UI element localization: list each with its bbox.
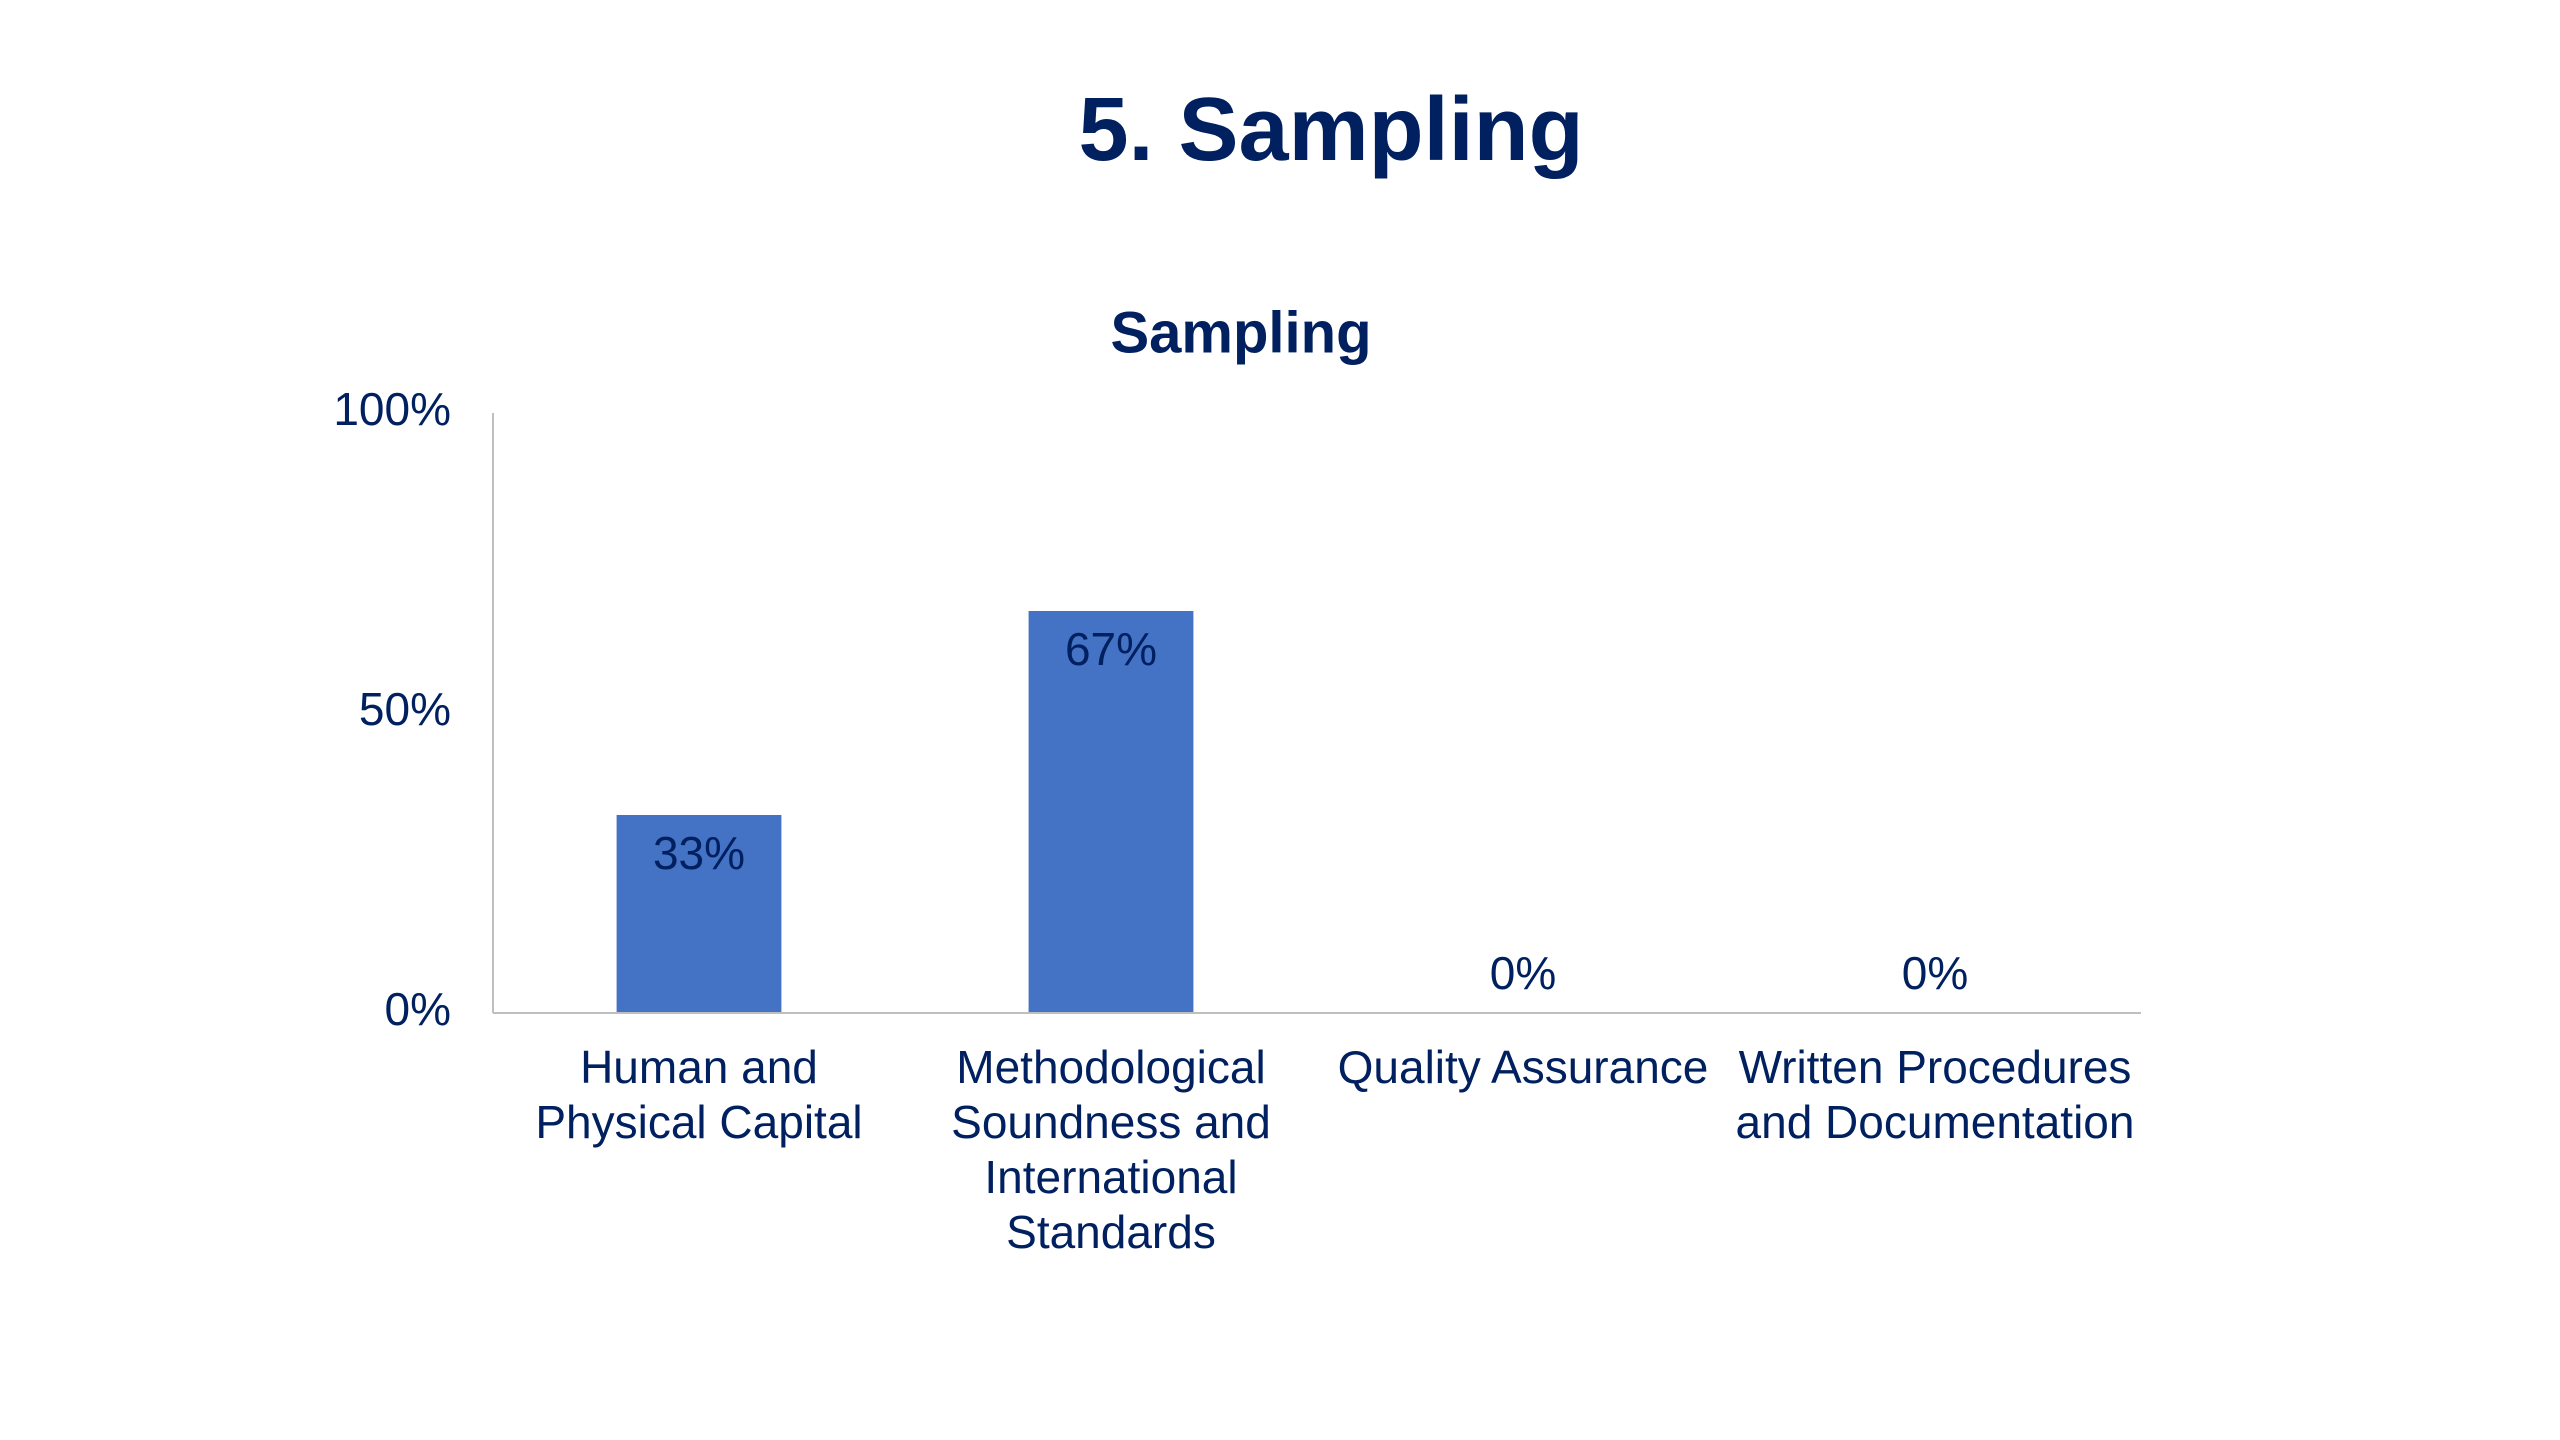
x-tick-label: Written Procedures and Documentation	[1735, 1041, 2135, 1148]
y-tick-label: 100%	[333, 383, 451, 435]
data-label: 0%	[1490, 947, 1556, 999]
y-tick-label: 50%	[359, 683, 451, 735]
x-tick-label: Human and Physical Capital	[535, 1041, 863, 1148]
data-label: 33%	[653, 827, 745, 879]
data-label: 0%	[1902, 947, 1968, 999]
bar	[1028, 611, 1194, 1013]
x-tick-label: Quality Assurance	[1337, 1041, 1709, 1093]
slide-title: 5. Sampling	[1078, 80, 1583, 180]
y-tick-label: 0%	[385, 983, 451, 1035]
x-tick-label: Methodological Soundness and Internation…	[951, 1041, 1271, 1258]
chart-title: Sampling	[1110, 300, 1371, 365]
bar	[616, 815, 782, 1013]
data-label: 67%	[1065, 623, 1157, 675]
